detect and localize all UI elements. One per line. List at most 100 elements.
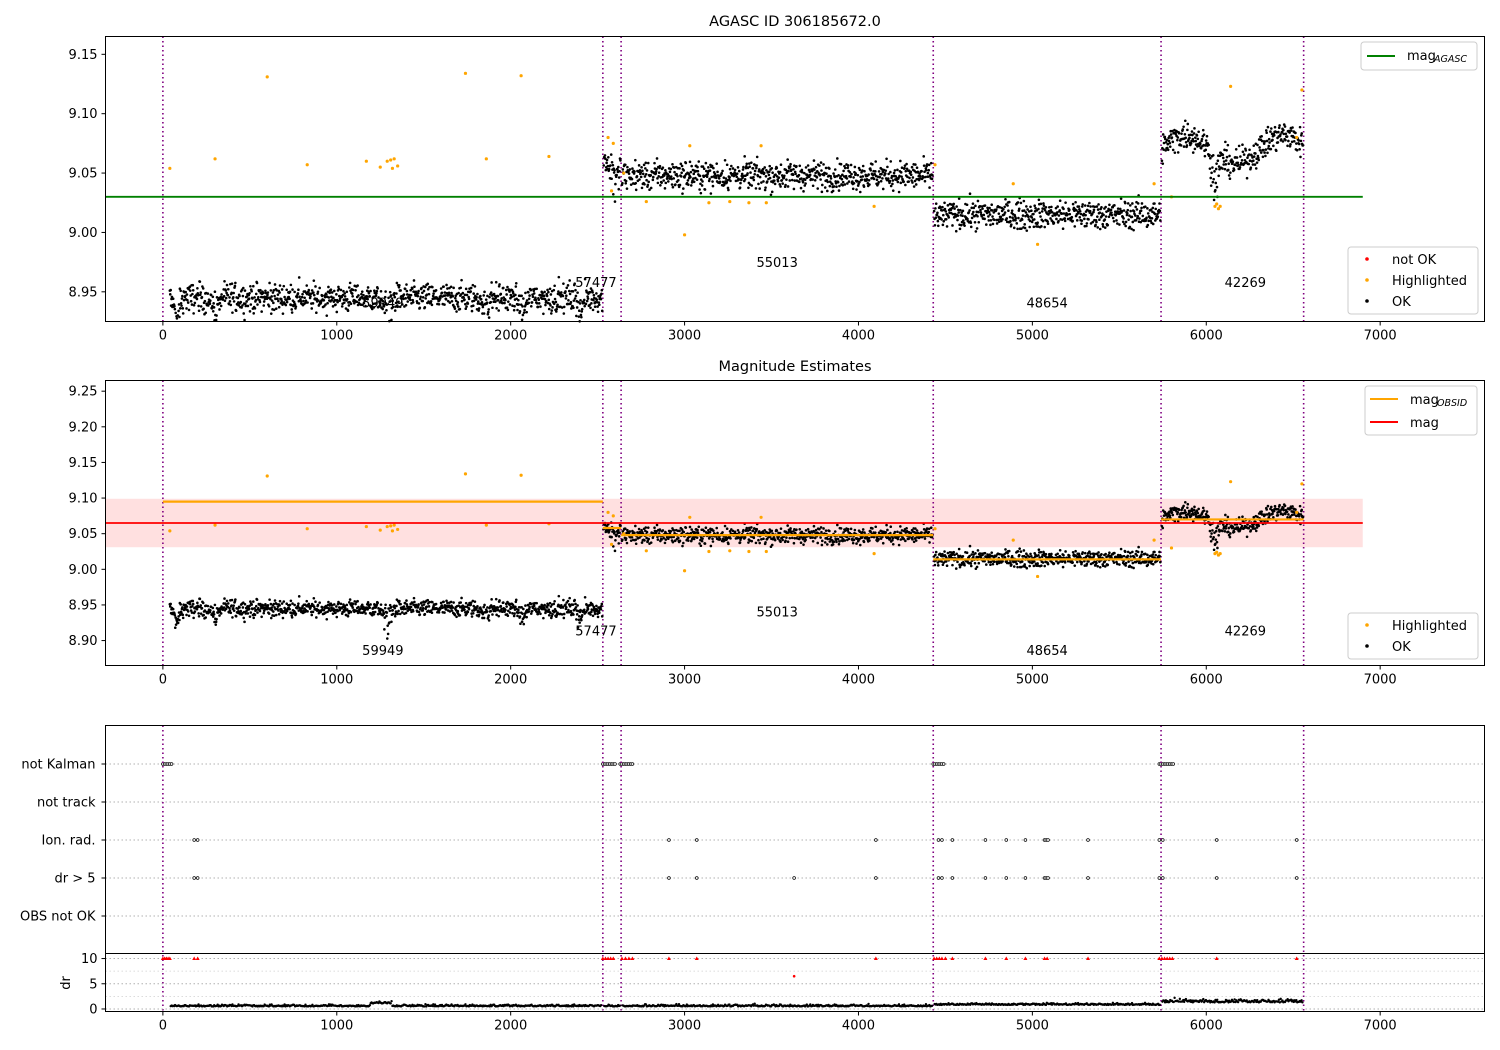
ok-point <box>842 169 845 173</box>
ok-point <box>524 604 527 607</box>
ok-point <box>459 601 463 604</box>
ok-point <box>1011 216 1014 220</box>
ok-point <box>887 172 890 176</box>
ok-point <box>423 285 427 289</box>
ok-point <box>1086 204 1090 208</box>
ok-point <box>1054 206 1058 210</box>
ok-point <box>565 286 569 290</box>
ok-point <box>613 169 616 172</box>
ok-point <box>920 169 923 173</box>
ok-point <box>382 305 386 308</box>
ok-point <box>722 176 726 179</box>
ok-point <box>1286 144 1289 148</box>
ok-point <box>241 601 245 604</box>
ok-point <box>1120 209 1124 213</box>
ok-point <box>702 167 706 170</box>
ok-point <box>230 282 234 285</box>
ok-point <box>832 172 835 175</box>
ok-point <box>1299 155 1302 159</box>
ok-point <box>1118 207 1122 211</box>
ok-point <box>305 292 309 296</box>
ok-point <box>234 598 237 601</box>
ok-point <box>897 543 901 547</box>
ok-point <box>753 172 756 176</box>
ok-point <box>733 530 737 534</box>
ok-point <box>1254 167 1258 170</box>
ok-point <box>1199 146 1203 150</box>
ok-point <box>779 540 782 544</box>
ok-point <box>168 293 172 296</box>
ok-point <box>835 540 838 544</box>
ok-point <box>614 182 617 186</box>
ok-point <box>1014 216 1018 220</box>
ok-point <box>373 302 377 305</box>
ok-point <box>212 612 216 616</box>
ok-point <box>460 596 463 600</box>
ok-point <box>271 291 275 294</box>
ok-point <box>482 294 485 297</box>
ok-point <box>388 609 392 613</box>
ok-point <box>688 525 692 529</box>
ok-point <box>955 205 958 208</box>
ok-point <box>911 538 914 541</box>
ok-point <box>1153 202 1156 205</box>
ok-point <box>1128 204 1132 207</box>
ok-point <box>613 530 616 534</box>
ok-point <box>1085 222 1089 225</box>
ok-point <box>896 530 899 534</box>
highlighted-point <box>764 201 768 205</box>
ok-point <box>228 606 231 610</box>
ok-point <box>699 544 703 548</box>
ok-point <box>224 296 228 300</box>
ok-point <box>750 539 754 543</box>
ok-point <box>1266 125 1270 129</box>
ok-point <box>1236 163 1240 167</box>
ok-point <box>1066 217 1070 221</box>
ok-point <box>1056 205 1059 208</box>
ok-point <box>1068 212 1072 216</box>
ok-point <box>383 628 386 631</box>
ok-point <box>536 305 540 309</box>
ok-point <box>661 166 665 169</box>
ok-point <box>197 304 200 308</box>
ok-point <box>878 175 882 179</box>
ok-point <box>550 309 554 312</box>
ok-point <box>258 609 262 613</box>
ok-point <box>591 291 594 294</box>
ok-point <box>524 291 527 295</box>
ok-point <box>1089 205 1092 208</box>
ok-point <box>751 167 755 170</box>
ok-point <box>969 225 973 229</box>
ok-point <box>922 164 926 167</box>
ok-point <box>1154 207 1158 211</box>
ok-point <box>1237 144 1241 148</box>
ok-point <box>1217 174 1220 178</box>
ok-point <box>988 213 992 216</box>
ok-point <box>687 172 691 176</box>
ok-point <box>899 171 903 174</box>
ok-point <box>186 610 190 613</box>
ok-point <box>813 168 816 171</box>
ok-point <box>376 601 379 605</box>
ok-point <box>1165 138 1169 142</box>
ok-point <box>340 305 344 308</box>
ok-point <box>735 175 739 179</box>
ok-point <box>747 162 751 165</box>
ok-point <box>1027 210 1031 213</box>
ok-point <box>886 528 889 532</box>
ok-point <box>802 543 805 546</box>
ok-point <box>1007 200 1011 204</box>
ok-point <box>574 288 577 292</box>
ok-point <box>1279 133 1282 136</box>
ok-point <box>940 218 943 221</box>
ok-point <box>572 299 576 302</box>
ok-point <box>1235 156 1239 159</box>
ok-point <box>395 604 398 608</box>
ok-point <box>178 307 182 310</box>
ok-point <box>537 298 541 302</box>
ok-point <box>1146 223 1150 227</box>
highlighted-point <box>390 166 395 170</box>
ok-point <box>853 528 857 532</box>
ok-point <box>1171 140 1175 144</box>
ok-point <box>998 205 1001 209</box>
